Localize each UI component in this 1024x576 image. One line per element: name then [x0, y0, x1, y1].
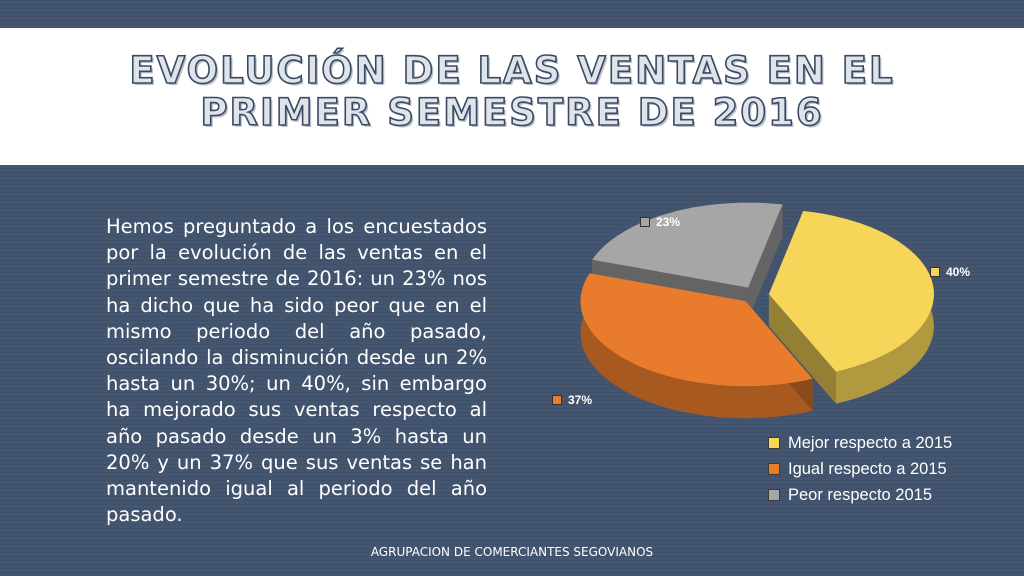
legend-label-igual: Igual respecto a 2015 [788, 459, 947, 478]
data-label-swatch-0 [930, 267, 940, 277]
slide-title: EVOLUCIÓN DE LAS VENTAS EN EL PRIMER SEM… [0, 49, 1024, 135]
legend-swatch-mejor [768, 437, 780, 449]
data-label-0: 40% [930, 265, 970, 279]
data-label-swatch-1 [552, 395, 562, 405]
data-label-text-2: 23% [656, 215, 681, 229]
chart-legend: Mejor respecto a 2015 Igual respecto a 2… [768, 430, 952, 508]
legend-swatch-igual [768, 463, 780, 475]
pie-slice-wall-2-1 [748, 204, 783, 320]
pie-slice-side-1 [580, 273, 813, 419]
data-label-swatch-2 [640, 217, 650, 227]
slide-title-line-1: EVOLUCIÓN DE LAS VENTAS EN EL [129, 49, 895, 93]
pie-slice-wall-0-1 [768, 294, 837, 404]
legend-label-mejor: Mejor respecto a 2015 [788, 433, 953, 452]
pie-chart [580, 202, 934, 419]
legend-item-peor: Peor respecto 2015 [768, 482, 952, 508]
legend-item-mejor: Mejor respecto a 2015 [768, 430, 952, 456]
pie-slice-1 [580, 273, 813, 387]
body-paragraph: Hemos preguntado a los encuestados por l… [106, 215, 487, 527]
data-label-2: 23% [640, 215, 680, 229]
legend-swatch-peor [768, 489, 780, 501]
data-label-1: 37% [552, 393, 592, 407]
footer-text: AGRUPACION DE COMERCIANTES SEGOVIANOS [370, 545, 654, 559]
data-label-text-0: 40% [946, 265, 971, 279]
legend-item-igual: Igual respecto a 2015 [768, 456, 952, 482]
pie-slice-2 [592, 202, 783, 288]
slide-title-line-2: PRIMER SEMESTRE DE 2016 [200, 91, 824, 135]
title-band [0, 28, 1024, 165]
data-label-text-1: 37% [568, 393, 593, 407]
legend-label-peor: Peor respecto 2015 [788, 485, 933, 504]
pie-slice-0 [768, 211, 934, 372]
